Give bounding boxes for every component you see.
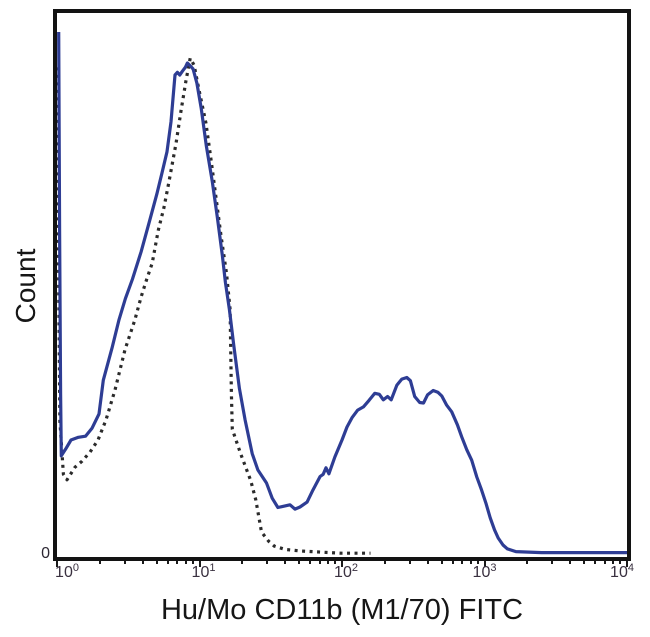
x-axis-minor-tick <box>583 560 585 564</box>
y-axis-zero-label: 0 <box>41 545 50 562</box>
x-axis-minor-tick <box>384 560 386 564</box>
x-axis-tick-label: 100 <box>55 562 79 581</box>
x-axis-minor-tick <box>142 560 144 564</box>
x-axis-minor-tick <box>461 560 463 564</box>
x-axis-tick-label: 102 <box>334 562 358 581</box>
x-axis-minor-tick <box>619 560 621 564</box>
x-axis-tick-label: 104 <box>610 562 634 581</box>
x-axis-minor-tick <box>124 560 126 564</box>
x-axis-major-tick <box>56 560 58 567</box>
x-axis-minor-tick <box>319 560 321 564</box>
x-axis-minor-tick <box>99 560 101 564</box>
x-axis-minor-tick <box>284 560 286 564</box>
plot-area <box>57 31 627 555</box>
x-axis-minor-tick <box>298 560 300 564</box>
x-axis-minor-tick <box>266 560 268 564</box>
x-axis-minor-tick <box>176 560 178 564</box>
x-axis-minor-tick <box>327 560 329 564</box>
x-axis-minor-tick <box>612 560 614 564</box>
x-axis-minor-tick <box>470 560 472 564</box>
x-axis-minor-tick <box>156 560 158 564</box>
x-axis-major-tick <box>199 560 201 567</box>
x-axis-minor-tick <box>167 560 169 564</box>
x-axis-minor-tick <box>309 560 311 564</box>
y-axis-title: Count <box>10 248 41 324</box>
x-axis-major-tick <box>626 560 628 567</box>
x-axis-minor-tick <box>185 560 187 564</box>
x-axis-minor-tick <box>192 560 194 564</box>
x-axis-minor-tick <box>569 560 571 564</box>
x-axis-minor-tick <box>427 560 429 564</box>
x-axis-title: Hu/Mo CD11b (M1/70) FITC <box>160 594 524 626</box>
x-axis-minor-tick <box>594 560 596 564</box>
x-axis-major-tick <box>341 560 343 567</box>
x-axis-minor-tick <box>452 560 454 564</box>
x-axis-major-tick <box>484 560 486 567</box>
x-axis-minor-tick <box>441 560 443 564</box>
x-axis-minor-tick <box>526 560 528 564</box>
x-axis-minor-tick <box>409 560 411 564</box>
x-axis-minor-tick <box>604 560 606 564</box>
curve-black-dotted-histogram <box>57 56 371 555</box>
x-axis-minor-tick <box>334 560 336 564</box>
curve-blue-solid-histogram <box>57 31 627 555</box>
x-axis-minor-tick <box>551 560 553 564</box>
x-axis-minor-tick <box>241 560 243 564</box>
x-axis-tick-label: 101 <box>191 562 216 581</box>
x-axis-minor-tick <box>477 560 479 564</box>
x-axis-tick-label: 103 <box>472 562 497 581</box>
